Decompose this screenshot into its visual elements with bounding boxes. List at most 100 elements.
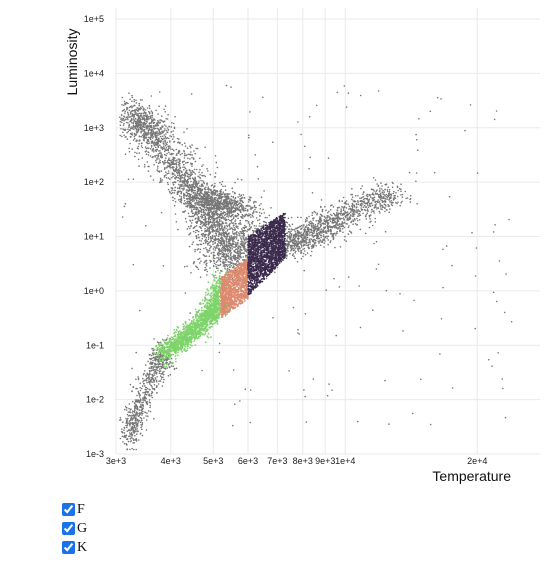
star-point-other xyxy=(178,195,181,197)
star-point-other xyxy=(381,204,384,207)
star-point-other xyxy=(196,191,199,194)
star-point-other xyxy=(128,109,131,112)
star-point-other xyxy=(146,127,148,130)
star-point-other xyxy=(143,128,146,131)
star-point-other xyxy=(204,200,206,203)
star-point-other xyxy=(262,208,264,211)
star-point-other xyxy=(366,201,369,204)
star-point-other xyxy=(133,115,135,118)
star-point-other xyxy=(141,408,144,411)
star-point-other xyxy=(131,447,133,450)
star-point-other xyxy=(210,221,212,224)
star-point-other xyxy=(364,202,367,205)
star-point-other xyxy=(198,257,201,260)
star-point-other xyxy=(239,210,242,213)
star-point-other xyxy=(390,195,393,197)
star-point-other xyxy=(123,432,126,434)
star-point-other xyxy=(133,430,135,432)
star-point-other xyxy=(400,183,402,185)
star-point-other xyxy=(197,201,200,204)
star-point-other xyxy=(190,146,192,149)
star-point-other xyxy=(149,370,151,373)
star-point-other xyxy=(199,215,202,218)
star-point-other xyxy=(294,257,297,260)
star-point-other xyxy=(217,197,219,200)
star-point-other xyxy=(136,430,138,433)
star-point-other xyxy=(153,372,155,374)
star-point-other xyxy=(141,434,144,437)
star-point-other xyxy=(320,199,323,201)
star-point-other xyxy=(126,107,129,109)
star-point-other xyxy=(179,186,181,188)
star-point-other xyxy=(137,148,139,150)
star-point-other xyxy=(144,134,146,136)
star-point-other xyxy=(193,214,196,217)
star-point-other xyxy=(338,200,341,203)
star-point-other xyxy=(189,158,191,160)
star-point-other xyxy=(166,127,169,129)
star-point-other xyxy=(220,205,223,208)
star-point-other xyxy=(385,195,387,198)
star-point-other xyxy=(342,217,345,219)
star-point-other xyxy=(145,419,148,421)
star-point-other xyxy=(161,181,163,183)
star-point-other xyxy=(194,231,197,234)
star-point-other xyxy=(128,106,131,109)
star-point-other xyxy=(386,190,389,193)
star-point-other xyxy=(136,125,139,128)
star-point-other xyxy=(141,385,144,387)
star-point-other xyxy=(367,204,369,206)
star-point-other xyxy=(307,244,310,247)
star-point-other xyxy=(156,154,158,157)
star-point-other xyxy=(186,202,189,204)
star-point-other xyxy=(137,421,140,423)
star-point-other xyxy=(315,245,318,247)
star-point-other xyxy=(152,369,155,372)
star-point-other xyxy=(359,210,361,213)
star-point-other xyxy=(129,423,131,426)
star-point-other xyxy=(186,192,188,194)
star-point-other xyxy=(300,236,303,238)
star-point-other xyxy=(193,157,195,159)
star-point-other xyxy=(199,168,201,171)
star-point-other xyxy=(334,217,336,220)
star-point-other xyxy=(134,406,137,409)
star-point-other xyxy=(146,372,148,375)
star-point-other xyxy=(337,227,339,229)
star-point-other xyxy=(159,181,161,184)
star-point-other xyxy=(205,248,208,251)
star-point-other xyxy=(126,430,128,433)
star-point-other xyxy=(152,143,155,145)
star-point-other xyxy=(387,186,390,188)
star-point-other xyxy=(357,203,360,206)
star-point-other xyxy=(243,215,246,218)
star-point-other xyxy=(202,232,205,235)
star-point-other xyxy=(311,214,314,217)
star-point-other xyxy=(190,170,192,172)
star-point-other xyxy=(157,132,159,135)
star-point-other xyxy=(240,223,242,225)
star-point-other xyxy=(338,212,340,214)
star-point-other xyxy=(138,165,140,167)
star-point-other xyxy=(372,177,375,179)
star-point-other xyxy=(202,164,204,166)
star-point-other xyxy=(287,247,289,250)
star-point-other xyxy=(309,234,311,236)
star-point-other xyxy=(135,411,138,413)
star-point-other xyxy=(227,252,230,255)
star-point-other xyxy=(159,135,162,138)
star-point-other xyxy=(369,218,371,220)
star-point-other xyxy=(173,157,176,160)
star-point-other xyxy=(237,196,239,198)
star-point-other xyxy=(167,375,170,377)
star-point-other xyxy=(211,224,213,227)
star-point-other xyxy=(131,106,133,109)
star-point-other xyxy=(205,192,208,194)
star-point-other xyxy=(306,236,309,239)
star-point-other xyxy=(233,199,236,201)
star-point-other xyxy=(354,223,357,225)
star-point-other xyxy=(300,228,302,230)
star-point-other xyxy=(142,380,144,383)
star-point-other xyxy=(362,206,365,208)
star-point-other xyxy=(237,208,239,211)
